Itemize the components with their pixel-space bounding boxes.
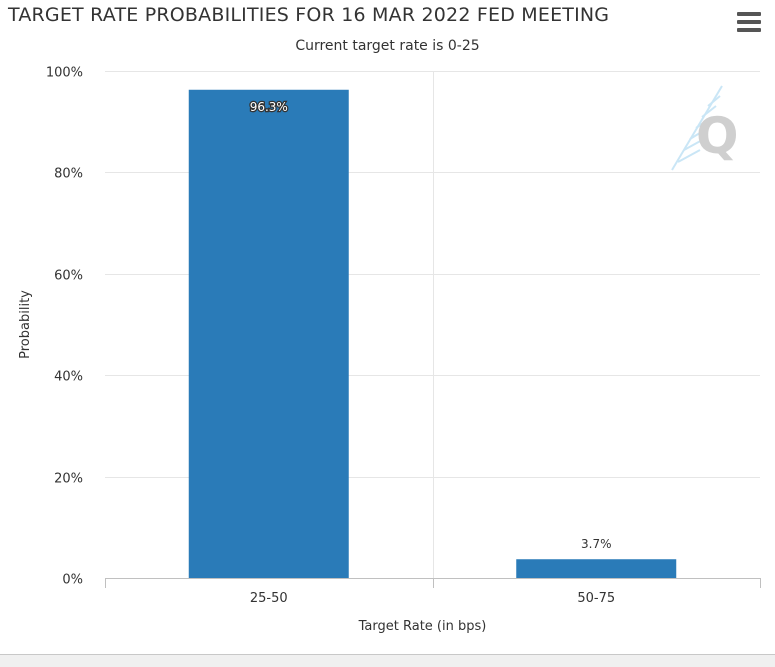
y-tick-label: 100% xyxy=(46,66,83,81)
y-tick-label: 20% xyxy=(54,472,83,487)
y-tick-label: 40% xyxy=(54,370,83,385)
hamburger-menu-icon[interactable] xyxy=(737,12,761,32)
data-label: 96.3% xyxy=(250,100,288,114)
bar xyxy=(516,559,677,578)
y-tick-label: 80% xyxy=(54,167,83,182)
x-axis-title: Target Rate (in bps) xyxy=(358,619,487,634)
x-tick-label: 50-75 xyxy=(577,591,615,606)
window-bottom-strip xyxy=(0,654,775,667)
chart-title: TARGET RATE PROBABILITIES FOR 16 MAR 202… xyxy=(8,4,610,26)
bar xyxy=(188,89,349,578)
svg-text:Q: Q xyxy=(696,107,739,165)
chart-subtitle: Current target rate is 0-25 xyxy=(295,38,480,54)
y-tick-label: 0% xyxy=(62,573,83,588)
y-axis-title: Probability xyxy=(18,290,33,359)
chart-plot: Q 96.3% 3.7% 0% 20% 40% 60% 80% 100% 25-50 50-75… xyxy=(18,66,761,634)
x-tick-label: 25-50 xyxy=(250,591,288,606)
data-label: 3.7% xyxy=(581,537,612,551)
cme-q-logo-icon: Q xyxy=(671,85,739,171)
y-tick-label: 60% xyxy=(54,269,83,284)
